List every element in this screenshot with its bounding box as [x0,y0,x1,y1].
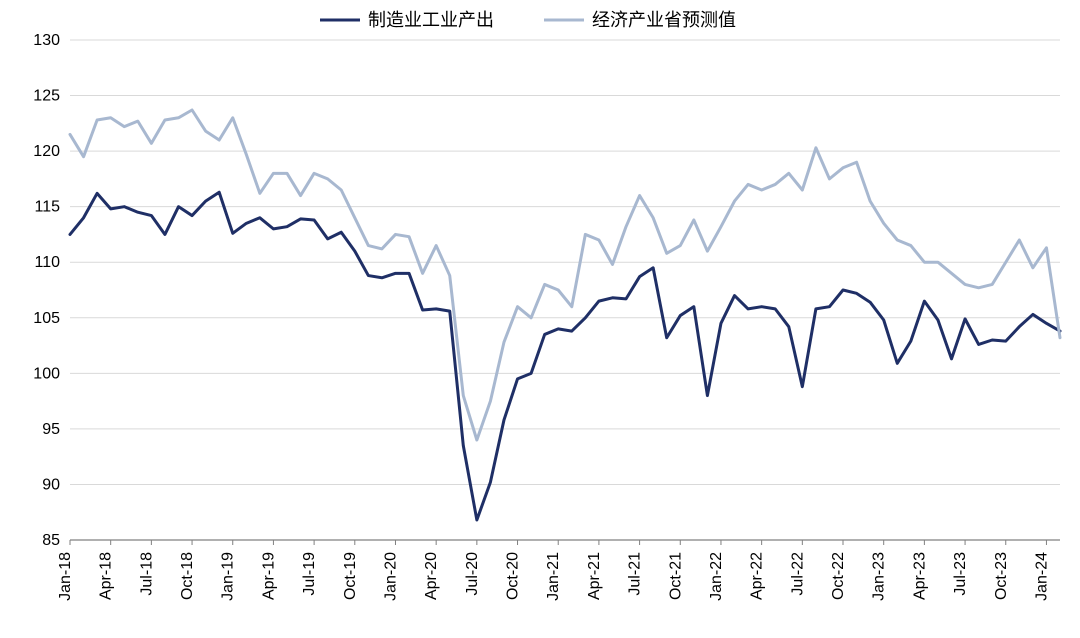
x-axis-label: Jan-24 [1033,552,1050,601]
y-axis-label: 120 [33,143,60,160]
legend-label: 经济产业省预测值 [592,10,736,30]
x-axis-label: Apr-19 [260,552,277,600]
x-axis-label: Apr-22 [749,552,766,600]
x-axis-label: Jul-22 [789,552,806,596]
x-axis-label: Apr-21 [586,552,603,600]
y-axis-label: 100 [33,365,60,382]
y-axis-label: 105 [33,310,60,327]
x-axis-label: Jan-21 [545,552,562,601]
legend-label: 制造业工业产出 [368,10,494,30]
x-axis-label: Jan-18 [57,552,74,601]
y-axis-label: 85 [42,532,60,549]
x-axis-label: Apr-18 [98,552,115,600]
y-axis-label: 110 [34,254,60,271]
x-axis-label: Jul-18 [138,552,155,596]
x-axis-label: Jul-19 [301,552,318,596]
x-axis-label: Oct-23 [993,552,1010,600]
x-axis-label: Jan-20 [382,552,399,601]
y-axis-label: 130 [33,32,60,49]
x-axis-label: Oct-18 [179,552,196,600]
x-axis-label: Apr-23 [911,552,928,600]
x-axis-label: Oct-19 [342,552,359,600]
y-axis-label: 115 [34,199,60,216]
x-axis-label: Oct-21 [667,552,684,600]
chart-container: 85 90 95 100 105 110 115 120 125 130 Jan-18 Apr-18 J… [0,0,1080,638]
x-axis-label: Jul-21 [627,552,644,596]
y-axis-label: 125 [33,88,60,105]
y-axis-label: 90 [42,476,60,493]
y-axis-label: 95 [42,421,60,438]
x-axis-label: Oct-20 [505,552,522,600]
line-chart: 85 90 95 100 105 110 115 120 125 130 Jan-18 Apr-18 J… [0,0,1080,638]
x-axis-label: Oct-22 [830,552,847,600]
x-axis-label: Apr-20 [423,552,440,600]
series-line [70,110,1060,440]
x-axis-label: Jan-23 [871,552,888,601]
x-axis-label: Jan-19 [220,552,237,601]
x-axis-label: Jul-23 [952,552,969,596]
series-line [70,192,1060,520]
x-axis-label: Jan-22 [708,552,725,601]
x-axis-label: Jul-20 [464,552,481,596]
